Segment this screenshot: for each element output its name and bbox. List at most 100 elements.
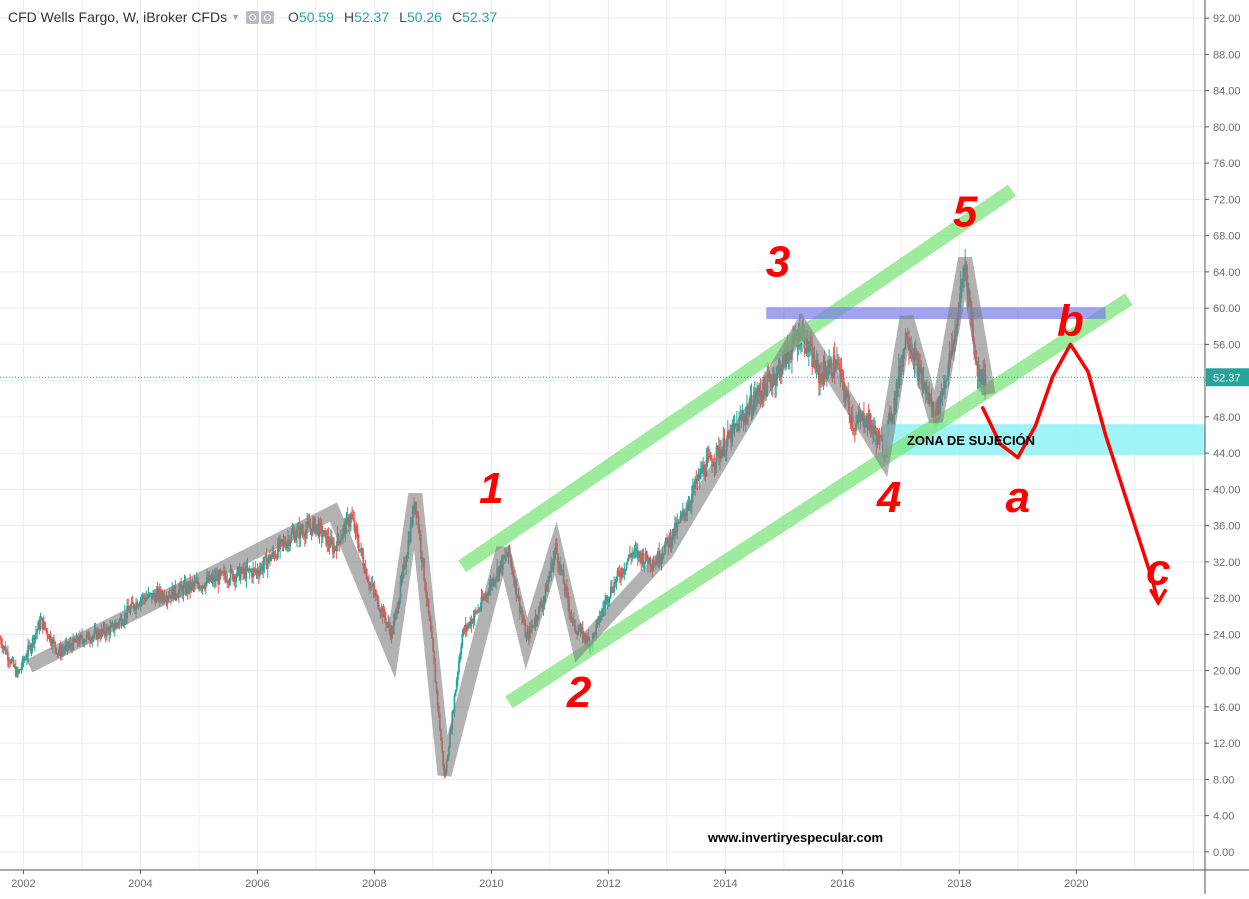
- candle-body: [374, 593, 377, 595]
- candle-body: [613, 581, 616, 593]
- y-tick-label: 16.00: [1213, 702, 1241, 714]
- candle-body: [265, 555, 268, 569]
- eye-icon[interactable]: [246, 10, 260, 24]
- high-label: H: [343, 9, 355, 25]
- candle-body: [694, 478, 697, 489]
- candle-body: [317, 524, 320, 537]
- candle-body: [854, 430, 856, 432]
- candle-body: [6, 652, 9, 661]
- candle-body: [732, 423, 735, 428]
- candle-body: [5, 652, 8, 654]
- candle-body: [838, 363, 841, 366]
- candle-body: [332, 542, 334, 554]
- candle-body: [623, 570, 626, 574]
- candle-body: [615, 577, 618, 584]
- candle-body: [789, 358, 792, 360]
- candle-body: [12, 659, 15, 667]
- candle-body: [285, 542, 288, 549]
- candle-body: [696, 478, 699, 484]
- watermark-text: www.invertiryespecular.com: [707, 830, 883, 845]
- candle-body: [873, 425, 875, 430]
- candle-body: [626, 559, 629, 563]
- candle-body: [815, 359, 818, 372]
- y-tick-label: 64.00: [1213, 267, 1241, 279]
- candle-body: [481, 596, 484, 600]
- y-tick-label: 12.00: [1213, 738, 1241, 750]
- candle-body: [622, 568, 625, 574]
- chevron-down-icon[interactable]: ▼: [231, 12, 241, 22]
- candle-body: [2, 646, 5, 649]
- candle-body: [478, 609, 481, 611]
- candle-body: [26, 655, 28, 659]
- candle-body: [355, 526, 358, 533]
- candle-body: [245, 566, 248, 579]
- candle-body: [153, 593, 156, 597]
- candle-body: [372, 584, 375, 590]
- zone-label: ZONA DE SUJECIÓN: [907, 433, 1035, 448]
- candle-body: [156, 589, 159, 593]
- candle-body: [33, 635, 36, 644]
- candle-body: [800, 341, 802, 346]
- candle-body: [30, 646, 33, 652]
- candle-body: [247, 568, 250, 570]
- candle-body: [31, 637, 34, 647]
- candle-body: [375, 593, 378, 596]
- wave-label: c: [1146, 546, 1170, 595]
- candle-body: [455, 680, 458, 691]
- candle-body: [239, 572, 242, 581]
- candle-body: [351, 514, 353, 518]
- candle-body: [707, 455, 710, 457]
- candle-body: [346, 516, 349, 518]
- x-tick-label: 2018: [947, 878, 971, 890]
- candle-body: [17, 669, 19, 674]
- candle-body: [27, 645, 30, 656]
- high-value: 52.37: [354, 9, 390, 25]
- candle-body: [464, 624, 467, 632]
- candle-body: [51, 639, 54, 647]
- symbol-title[interactable]: CFD Wells Fargo, W, iBroker CFDs: [8, 9, 228, 25]
- low-value: 50.26: [406, 9, 442, 25]
- candle-body: [648, 557, 650, 564]
- last-price-tag: [1206, 368, 1249, 387]
- candle-body: [617, 570, 620, 573]
- candle-body: [270, 556, 273, 562]
- candle-body: [44, 621, 46, 629]
- candle-body: [618, 572, 621, 577]
- candle-body: [288, 539, 291, 547]
- candle-body: [463, 628, 466, 632]
- candle-body: [234, 576, 237, 582]
- candle-body: [839, 365, 842, 379]
- candle-body: [49, 634, 52, 644]
- candle-body: [333, 546, 335, 554]
- candle-body: [692, 485, 694, 494]
- candle-body: [200, 587, 203, 589]
- candle-body: [325, 530, 328, 546]
- candle-body: [140, 598, 143, 600]
- candle-body: [248, 568, 251, 571]
- candle-body: [146, 597, 149, 599]
- resistance-zone: [766, 307, 1106, 319]
- candle-body: [321, 535, 324, 538]
- gear-icon[interactable]: [261, 10, 275, 24]
- candle-body: [639, 551, 641, 556]
- candle-body: [15, 669, 18, 676]
- y-tick-label: 4.00: [1213, 811, 1234, 823]
- candle-body: [258, 569, 261, 576]
- x-tick-label: 2008: [362, 878, 386, 890]
- candle-body: [849, 414, 852, 423]
- candle-body: [147, 592, 150, 598]
- candle-body: [458, 661, 460, 673]
- candle-body: [702, 465, 704, 473]
- y-tick-label: 92.00: [1213, 13, 1241, 25]
- candle-body: [20, 667, 23, 670]
- candle-body: [833, 355, 836, 372]
- candle-body: [54, 641, 57, 649]
- y-tick-label: 28.00: [1213, 593, 1241, 605]
- candle-body: [841, 370, 844, 378]
- candle-body: [387, 622, 389, 624]
- candle-body: [131, 601, 134, 604]
- candle-body: [320, 525, 323, 538]
- candle-body: [36, 630, 39, 633]
